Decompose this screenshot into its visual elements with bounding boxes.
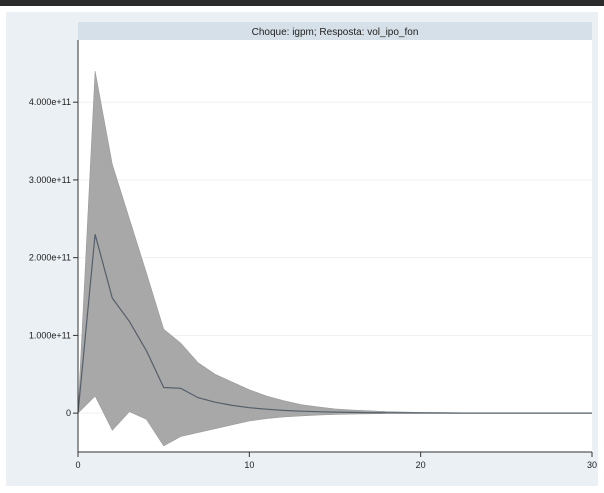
x-tick-label: 30 xyxy=(587,460,597,470)
x-tick-label: 10 xyxy=(244,460,254,470)
title-banner xyxy=(78,22,592,40)
y-tick-label: 4.000e+11 xyxy=(29,97,71,107)
x-tick-label: 20 xyxy=(416,460,426,470)
y-axis-ticks: 0 1.000e+11 2.000e+11 3.000e+11 4.000e+11 xyxy=(29,97,78,418)
chart-title: Choque: igpm; Resposta: vol_ipo_fon xyxy=(252,27,419,38)
x-tick-label: 0 xyxy=(75,460,80,470)
axes xyxy=(77,40,592,453)
y-tick-label: 2.000e+11 xyxy=(29,253,71,263)
response-line xyxy=(77,234,592,414)
y-tick-label: 3.000e+11 xyxy=(29,175,71,185)
y-tick-label: 1.000e+11 xyxy=(29,330,71,340)
confidence-band xyxy=(77,71,592,447)
x-axis-ticks: 0 10 20 30 xyxy=(75,452,597,470)
window-top-bar xyxy=(0,0,604,6)
y-tick-label: 0 xyxy=(66,408,71,418)
